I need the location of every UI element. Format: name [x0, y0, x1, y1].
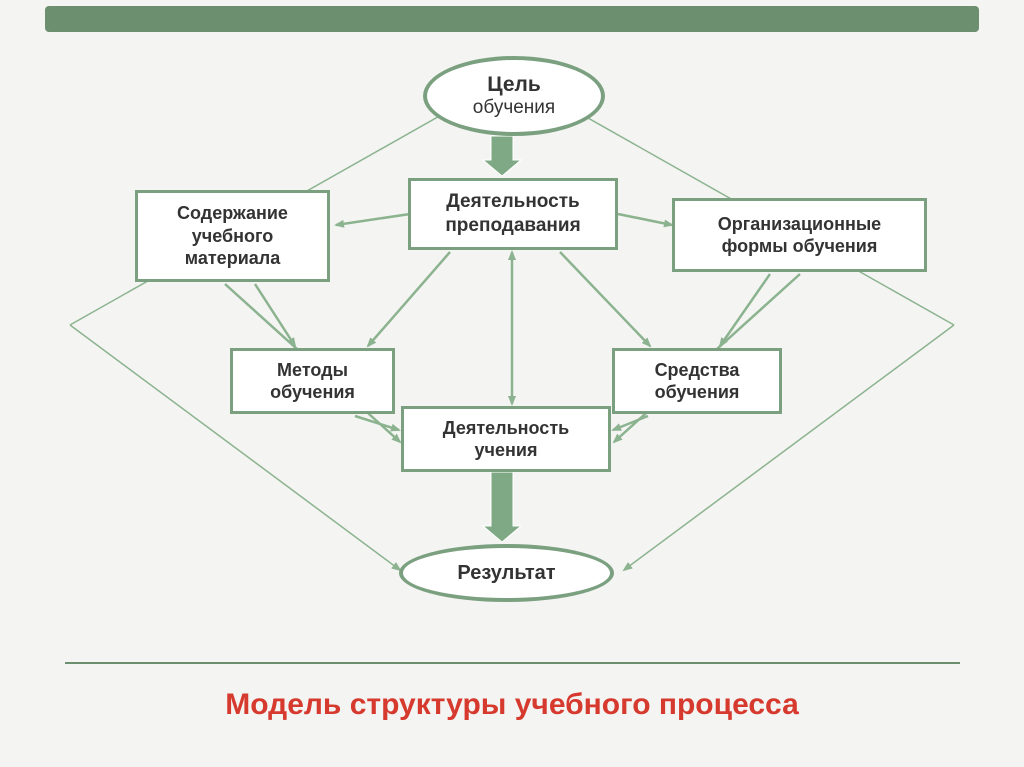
arrow-means-to-learning — [613, 416, 648, 430]
node-methods-line1: обучения — [270, 381, 355, 404]
node-goal-line1: обучения — [473, 97, 555, 120]
node-learning: Деятельностьучения — [401, 406, 611, 472]
node-teaching-line0: Деятельность — [446, 190, 579, 214]
arrow-teaching-to-means — [560, 252, 650, 346]
node-means-line1: обучения — [655, 381, 740, 404]
node-orgforms-line0: Организационные — [718, 213, 881, 236]
node-result-line0: Результат — [457, 561, 555, 585]
node-methods-line0: Методы — [277, 359, 348, 382]
node-means-line0: Средства — [655, 359, 740, 382]
node-content-line0: Содержание — [177, 202, 288, 225]
node-content-line1: учебного — [192, 225, 273, 248]
node-orgforms: Организационныеформы обучения — [672, 198, 927, 272]
arrow-teaching-to-methods — [368, 252, 450, 346]
node-orgforms-line1: формы обучения — [722, 235, 878, 258]
node-learning-line1: учения — [475, 439, 538, 462]
node-methods: Методыобучения — [230, 348, 395, 414]
arrow-content-to-methods — [255, 284, 295, 346]
thick-arrow-goal-teaching — [483, 136, 521, 176]
header-bar — [45, 6, 979, 32]
node-content-line2: материала — [185, 247, 280, 270]
arrow-methods-to-learning — [355, 416, 399, 430]
arrow-teaching-to-content — [336, 214, 410, 225]
node-means: Средстваобучения — [612, 348, 782, 414]
diagram-title: Модель структуры учебного процесса — [225, 688, 799, 722]
node-teaching: Деятельностьпреподавания — [408, 178, 618, 250]
node-content: Содержаниеучебногоматериала — [135, 190, 330, 282]
node-goal: Цельобучения — [423, 56, 605, 136]
node-result: Результат — [399, 544, 614, 602]
node-learning-line0: Деятельность — [443, 417, 569, 440]
arrow-orgforms-to-means — [720, 274, 770, 346]
node-goal-line0: Цель — [487, 72, 541, 97]
thick-arrow-learning-result — [483, 472, 521, 542]
title-underline — [65, 662, 960, 664]
arrow-teaching-to-orgforms — [618, 214, 672, 225]
node-teaching-line1: преподавания — [445, 214, 580, 238]
